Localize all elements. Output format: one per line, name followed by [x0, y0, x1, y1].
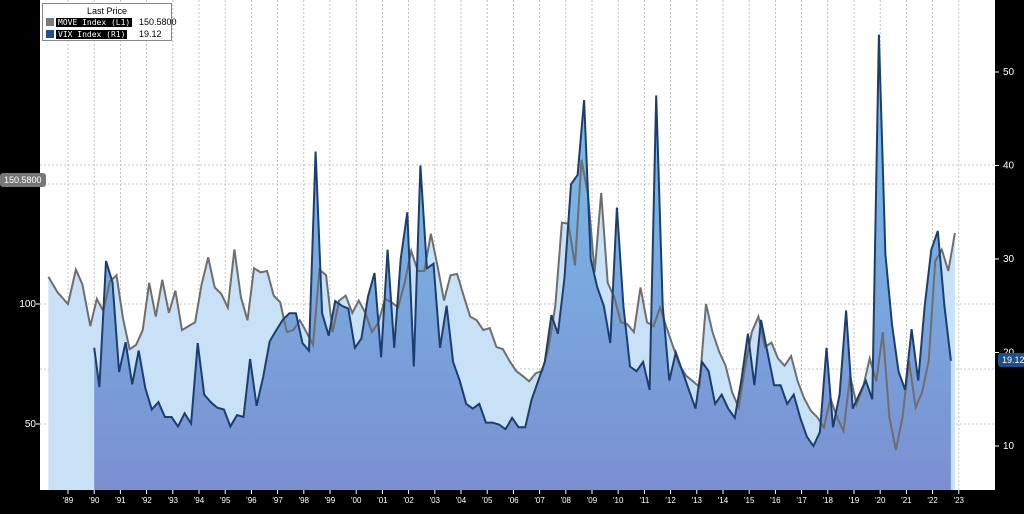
x-tick-label: '08	[561, 496, 572, 505]
x-axis: '89 '90 '91 '92 '93 '94 '95 '96 '97 '98 '99 '00 '01 '…	[63, 490, 965, 505]
right-tick-label: 50	[1003, 67, 1015, 78]
right-tick-label: 10	[1003, 441, 1015, 452]
x-tick-label: '10	[613, 496, 624, 505]
x-tick-label: '99	[325, 496, 336, 505]
legend-move-name: MOVE Index (L1)	[56, 18, 133, 27]
x-tick-label: '15	[744, 496, 755, 505]
left-axis: 50100200	[19, 179, 40, 430]
left-tick-label: 100	[19, 299, 36, 310]
legend-move-value: 150.5800	[139, 17, 177, 27]
legend-move-swatch	[46, 18, 54, 26]
vix-line	[93, 34, 952, 448]
x-tick-label: '07	[534, 496, 545, 505]
x-tick-label: '95	[220, 496, 231, 505]
x-tick-label: '17	[796, 496, 807, 505]
legend-header: Last Price	[86, 6, 128, 16]
x-tick-label: '13	[692, 496, 703, 505]
vix-area	[94, 34, 951, 490]
x-tick-label: '12	[665, 496, 676, 505]
legend-vix: VIX Index (R1) 19.12	[46, 29, 162, 40]
x-tick-label: '23	[954, 496, 965, 505]
x-tick-label: '21	[901, 496, 912, 505]
x-tick-label: '03	[430, 496, 441, 505]
x-tick-label: '04	[456, 496, 467, 505]
x-tick-label: '09	[587, 496, 598, 505]
x-tick-label: '92	[141, 496, 152, 505]
x-tick-label: '06	[508, 496, 519, 505]
legend: Last Price MOVE Index (L1) 150.5800 VIX …	[42, 3, 177, 41]
move-line	[47, 159, 956, 451]
right-tick-label: 30	[1003, 254, 1015, 265]
move-last-price-tag: 150.5800	[0, 173, 46, 187]
x-tick-label: '16	[770, 496, 781, 505]
legend-move: MOVE Index (L1) 150.5800	[46, 17, 177, 28]
vix-last-price-tag: 19.12	[998, 353, 1024, 367]
legend-vix-swatch	[46, 30, 54, 38]
x-tick-label: '00	[351, 496, 362, 505]
x-tick-label: '98	[299, 496, 310, 505]
x-tick-label: '05	[482, 496, 493, 505]
x-tick-label: '96	[246, 496, 257, 505]
x-tick-label: '02	[403, 496, 414, 505]
right-tick-label: 40	[1003, 161, 1015, 172]
x-tick-label: '11	[639, 496, 649, 505]
left-tick-label: 50	[25, 419, 37, 430]
x-tick-label: '94	[194, 496, 205, 505]
x-tick-label: '19	[849, 496, 860, 505]
x-tick-label: '22	[927, 496, 938, 505]
x-tick-label: '18	[823, 496, 834, 505]
x-tick-label: '20	[875, 496, 886, 505]
x-tick-label: '01	[377, 496, 388, 505]
legend-vix-value: 19.12	[139, 29, 162, 39]
x-tick-label: '14	[718, 496, 729, 505]
x-tick-label: '97	[272, 496, 283, 505]
right-axis: 1020304050	[995, 67, 1015, 452]
x-tick-label: '93	[168, 496, 179, 505]
x-tick-label: '91	[115, 496, 126, 505]
x-tick-label: '90	[89, 496, 100, 505]
x-tick-label: '89	[63, 496, 74, 505]
legend-vix-name: VIX Index (R1)	[56, 30, 128, 39]
